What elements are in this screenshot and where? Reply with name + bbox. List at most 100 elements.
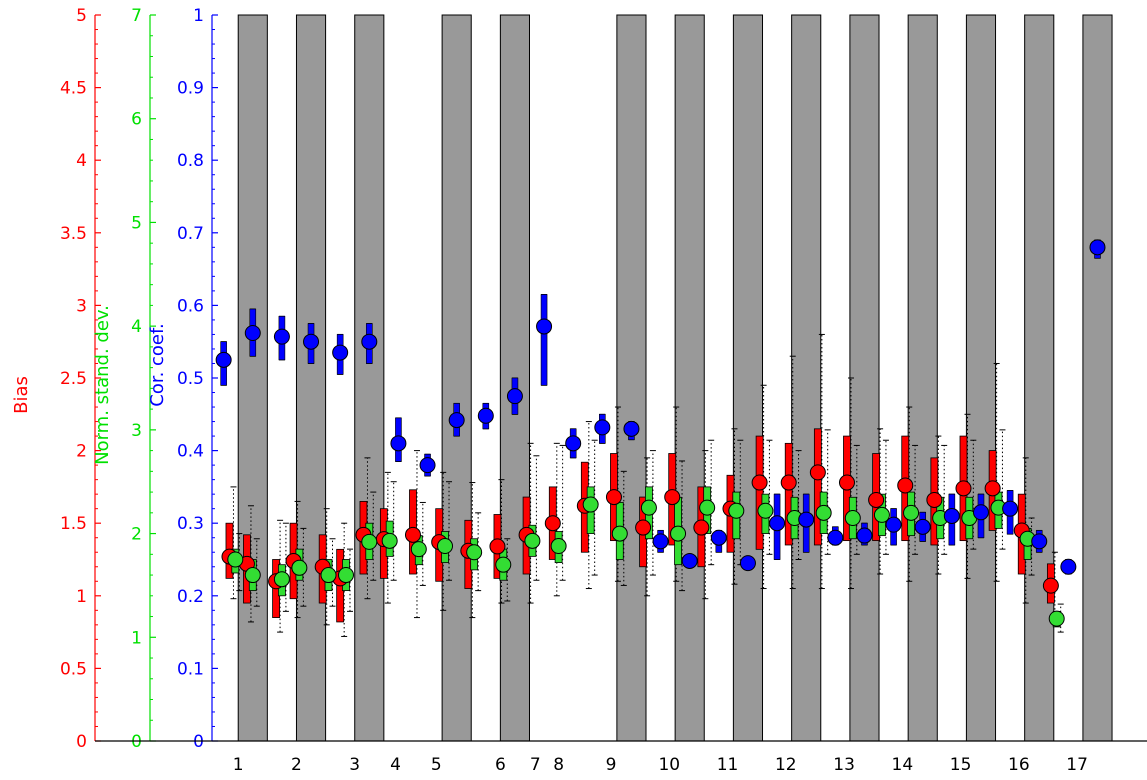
x-tick-label-11: 12 — [775, 755, 797, 775]
x-tick-label-7: 8 — [553, 755, 564, 775]
tick-label-bias-5: 2.5 — [60, 369, 87, 389]
series-2-pt-18-marker — [739, 555, 756, 572]
series-2-pt-12-marker — [565, 435, 582, 452]
series-1-pt-2-marker — [273, 571, 290, 588]
series-0-pt-30-marker — [1042, 577, 1059, 594]
series-2-pt-17-marker — [710, 529, 727, 546]
series-1-pt-7-marker — [381, 532, 398, 549]
series-2-pt-2-marker — [273, 328, 290, 345]
series-1-pt-30-marker — [1048, 610, 1065, 627]
tick-label-bias-9: 4.5 — [60, 79, 87, 99]
series-0-pt-11-marker — [489, 538, 506, 555]
series-2-pt-11-box — [540, 294, 548, 386]
x-tick-label-4: 5 — [431, 755, 442, 775]
tick-label-bias-7: 3.5 — [60, 224, 87, 244]
tick-label-bias-0: 0 — [76, 732, 87, 752]
tick-label-std-7: 7 — [131, 6, 142, 26]
x-axis: 1 2 3 4 5 6 7 8 9 10 11 12 13 14 15 16 17 — [95, 740, 1147, 775]
series-2-pt-1-marker — [244, 324, 261, 341]
series-1-pt-9-marker — [437, 538, 454, 555]
series-1-pt-15-marker — [611, 525, 628, 542]
shaded-band-7 — [732, 14, 764, 742]
series-1-pt-8-marker — [410, 541, 427, 558]
x-tick-label-13: 14 — [892, 755, 914, 775]
tick-label-bias-1: 0.5 — [60, 659, 87, 679]
axis-title-cor: Cor. coef. — [147, 323, 168, 407]
series-1-pt-22-marker — [815, 504, 832, 521]
tick-label-std-5: 5 — [131, 213, 142, 233]
series-2-pt-24-marker — [914, 518, 931, 535]
series-1-pt-24-marker — [873, 506, 890, 523]
series-0-pt-20-box — [755, 435, 764, 550]
shaded-band-1 — [295, 14, 327, 742]
series-1-pt-10-marker — [466, 544, 483, 561]
shaded-band-10 — [907, 14, 938, 742]
series-1-pt-18-marker — [699, 499, 716, 516]
series-2-pt-8-marker — [448, 412, 465, 429]
tick-label-bias-2: 1 — [76, 587, 87, 607]
shaded-bands — [237, 14, 1113, 742]
series-0-pt-8-marker — [404, 526, 421, 543]
series-0-pt-26-marker — [926, 491, 943, 508]
series-2-pt-29-marker — [1060, 558, 1077, 575]
tick-label-cor-7: 0.7 — [177, 224, 204, 244]
series-2-pt-11-marker — [536, 318, 553, 335]
tick-label-cor-1: 0.1 — [177, 659, 204, 679]
series-1-pt-16-marker — [640, 499, 657, 516]
tick-label-cor-0: 0 — [193, 732, 204, 752]
shaded-band-8 — [791, 14, 822, 742]
series-1-pt-25-marker — [903, 504, 920, 521]
tick-label-std-3: 3 — [131, 421, 142, 441]
series-0-pt-27-marker — [955, 480, 972, 497]
tick-label-std-1: 1 — [131, 628, 142, 648]
tick-label-cor-5: 0.5 — [177, 369, 204, 389]
x-tick-label-8: 9 — [606, 755, 617, 775]
series-0-pt-20-marker — [751, 474, 768, 491]
tick-label-std-0: 0 — [131, 732, 142, 752]
series-0-pt-18-marker — [693, 519, 710, 536]
series-1-pt-20-marker — [757, 502, 774, 519]
x-tick-label-1: 2 — [291, 755, 302, 775]
series-2-pt-15-marker — [652, 533, 669, 550]
series-0-pt-21-marker — [780, 474, 797, 491]
shaded-band-5 — [616, 14, 647, 742]
x-tick-label-5: 6 — [495, 755, 506, 775]
series-1-pt-6-marker — [361, 533, 378, 550]
x-tick-label-10: 11 — [717, 755, 739, 775]
series-0-pt-21-box — [784, 442, 793, 546]
series-2-pt-26-marker — [972, 504, 989, 521]
series-1-pt-17-marker — [670, 525, 687, 542]
tick-label-bias-8: 4 — [76, 151, 87, 171]
series-0-pt-13-marker — [544, 515, 561, 532]
shaded-band-9 — [849, 14, 880, 742]
shaded-band-2 — [354, 14, 385, 742]
tick-label-bias-6: 3 — [76, 296, 87, 316]
series-1-pt-1-marker — [244, 567, 261, 584]
series-2-pt-30-marker — [1089, 239, 1106, 256]
series-2-pt-0-marker — [215, 351, 232, 368]
tick-label-std-2: 2 — [131, 525, 142, 545]
series-2-pt-28-marker — [1031, 533, 1048, 550]
series-0-pt-17-marker — [664, 489, 681, 506]
series-1-pt-14-marker — [582, 496, 599, 513]
axes: 0 0.5 1 1.5 2 2.5 3 3.5 4 4.5 5 0 1 2 3 4 5 6 7 0 0.1 0.2 0.3 0… — [60, 6, 218, 752]
x-tick-label-2: 3 — [349, 755, 360, 775]
series-2-pt-9-marker — [477, 407, 494, 424]
series-0-pt-15-marker — [605, 489, 622, 506]
series-1-pt-11-marker — [495, 556, 512, 573]
series-0-pt-25-marker — [897, 477, 914, 494]
x-tick-label-6: 7 — [530, 755, 541, 775]
tick-label-std-6: 6 — [131, 110, 142, 130]
tick-label-bias-3: 1.5 — [60, 514, 87, 534]
x-tick-label-15: 16 — [1008, 755, 1030, 775]
series-2-pt-27-marker — [1002, 500, 1019, 517]
series-0-pt-16-marker — [635, 519, 652, 536]
x-tick-label-12: 13 — [833, 755, 855, 775]
series-2-pt-4-marker — [332, 344, 349, 361]
x-tick-label-14: 15 — [950, 755, 972, 775]
series-1-pt-19-marker — [728, 502, 745, 519]
series-0-pt-23-marker — [838, 474, 855, 491]
tick-label-cor-4: 0.4 — [177, 442, 204, 462]
series-2-pt-14-marker — [623, 420, 640, 437]
